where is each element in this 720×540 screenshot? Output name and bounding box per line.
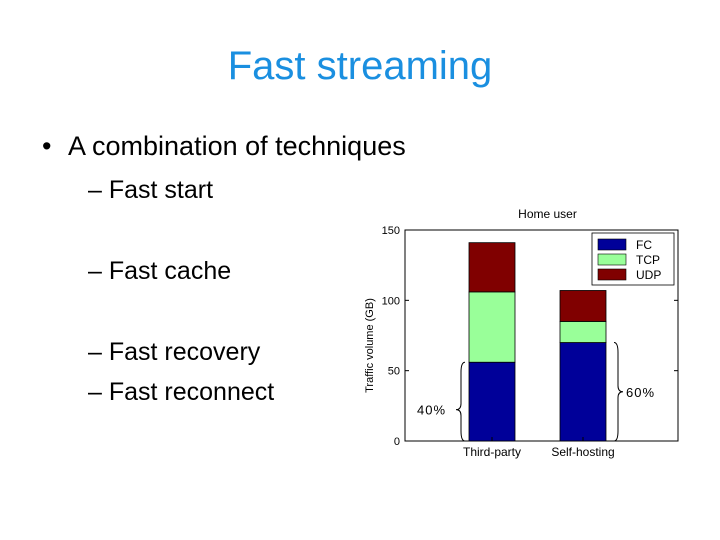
- y-axis-label: Traffic volume (GB): [364, 298, 376, 393]
- chart-svg: Home user 0 50 100 150 Traffic volume (GB) Thi…: [364, 207, 679, 459]
- bullet-marker: •: [42, 131, 52, 161]
- y-tick-label: 50: [388, 366, 400, 378]
- y-tick-label: 150: [382, 225, 400, 237]
- main-bullet-text: A combination of techniques: [68, 131, 406, 161]
- bar-segment-tcp: [559, 321, 607, 343]
- subitem-fast-cache: – Fast cache: [88, 257, 232, 285]
- x-tick-label: Third-party: [463, 445, 521, 459]
- y-tick-label: 0: [394, 436, 400, 448]
- legend-swatch: [597, 268, 627, 281]
- slide-title: Fast streaming: [227, 44, 493, 88]
- bar-segment-fc: [559, 342, 607, 442]
- subitem-fast-reconnect: – Fast reconnect: [88, 378, 275, 406]
- legend-swatch: [597, 238, 627, 251]
- annotation-third-party: 40%: [417, 403, 446, 418]
- legend-swatch: [597, 253, 627, 266]
- x-tick-label: Self-hosting: [551, 445, 614, 459]
- legend-label: TCP: [636, 253, 660, 267]
- plot-frame: [404, 229, 679, 442]
- main-bullet: • A combination of techniques: [42, 131, 406, 162]
- brace-self-hosting: [613, 342, 624, 442]
- legend-label: UDP: [636, 268, 661, 282]
- annotation-self-hosting: 60%: [626, 385, 655, 400]
- bar-segment-udp: [559, 290, 607, 322]
- bar-segment-tcp: [468, 291, 516, 363]
- brace-third-party: [455, 361, 466, 442]
- traffic-chart: Home user 0 50 100 150 Traffic volume (GB) Thi…: [355, 200, 685, 470]
- bar-segment-fc: [468, 361, 516, 442]
- chart-title: Home user: [518, 207, 577, 221]
- bar-segment-udp: [468, 242, 516, 293]
- subitem-fast-recovery: – Fast recovery: [88, 338, 261, 366]
- legend-label: FC: [636, 238, 652, 252]
- y-tick-label: 100: [382, 295, 400, 307]
- subitem-fast-start: – Fast start: [88, 176, 214, 204]
